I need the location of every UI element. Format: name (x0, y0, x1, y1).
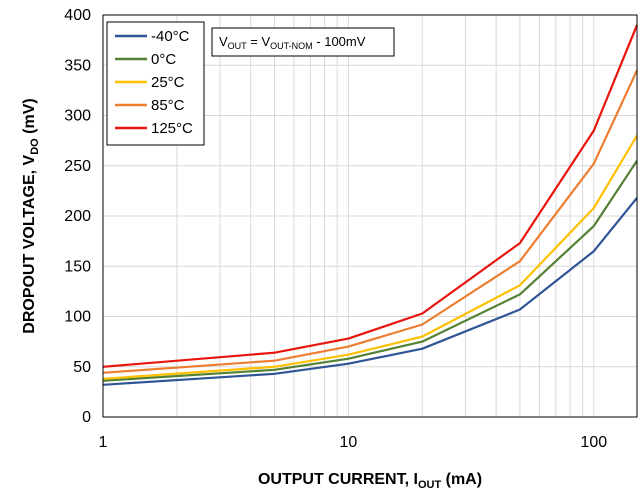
series-line-1 (102, 160, 638, 382)
x-axis-title: OUTPUT CURRENT, IOUT (mA) (258, 471, 482, 491)
series-line-2 (102, 135, 638, 380)
series-line-0 (102, 197, 638, 386)
legend-label: -40°C (151, 28, 190, 45)
legend-label: 85°C (151, 97, 185, 114)
plot-area-frame (102, 14, 638, 418)
x-axis-tick-labels: 1 10 100 (99, 434, 608, 451)
y-tick-label: 200 (64, 208, 91, 225)
x-tick-label: 10 (339, 434, 357, 451)
x-axis-title-main: OUTPUT CURRENT, I (258, 471, 418, 488)
legend-label: 125°C (151, 120, 193, 137)
x-tick-label: 1 (99, 434, 108, 451)
series-line-4 (102, 24, 639, 368)
y-axis-title: DROPOUT VOLTAGE, VDO (mV) (21, 98, 41, 333)
annotation-sub2: OUT-NOM (270, 41, 313, 51)
x-axis-title-unit: (mA) (441, 471, 482, 488)
y-axis-title-subscript: DO (29, 138, 41, 155)
y-axis-title-main: DROPOUT VOLTAGE, V (21, 154, 38, 333)
annotation-sub1: OUT (228, 41, 248, 51)
legend-label: 0°C (151, 51, 176, 68)
series-line-3 (102, 69, 638, 374)
series-lines (102, 24, 639, 386)
y-tick-label: 100 (64, 309, 91, 326)
condition-annotation: VOUT = VOUT-NOM - 100mV (211, 27, 395, 57)
x-tick-label: 100 (580, 434, 607, 451)
y-axis-tick-labels: 0 50 100 150 200 250 300 350 400 (64, 7, 91, 426)
y-tick-label: 0 (82, 409, 91, 426)
annotation-text: VOUT = VOUT-NOM - 100mV (219, 34, 366, 51)
y-tick-label: 250 (64, 158, 91, 175)
legend-box (106, 21, 205, 146)
annotation-v1: V (219, 34, 228, 49)
y-tick-label: 300 (64, 108, 91, 125)
annotation-eq: = V (247, 34, 271, 49)
legend-label: 25°C (151, 74, 185, 91)
y-tick-label: 50 (73, 359, 91, 376)
y-tick-label: 150 (64, 258, 91, 275)
annotation-box (211, 27, 395, 57)
y-tick-label: 350 (64, 57, 91, 74)
x-axis-title-subscript: OUT (418, 479, 442, 491)
annotation-tail: - 100mV (313, 34, 366, 49)
y-axis-title-unit: (mV) (21, 98, 38, 138)
legend: -40°C 0°C 25°C 85°C 125°C (106, 21, 205, 146)
y-tick-label: 400 (64, 7, 91, 24)
